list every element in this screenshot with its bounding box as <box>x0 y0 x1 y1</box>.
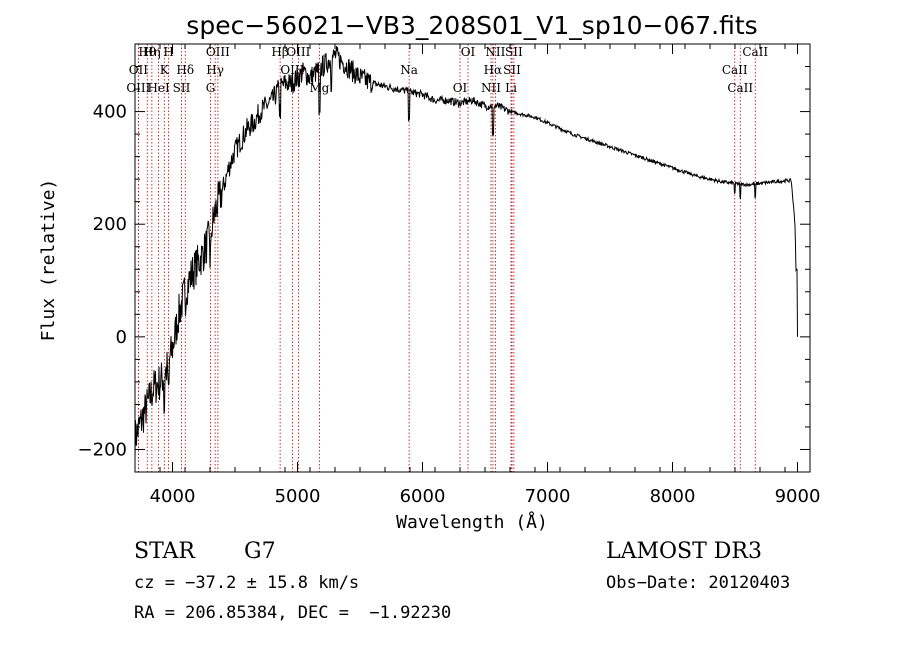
spectral-line-label: CaII <box>727 81 753 95</box>
flux-series-line <box>134 46 798 458</box>
spectral-line-label: SII <box>505 45 523 59</box>
object-class: STAR <box>134 539 195 564</box>
x-tick-label: 8000 <box>650 486 696 507</box>
survey-name: LAMOST DR3 <box>606 539 762 564</box>
y-axis-label: Flux (relative) <box>38 179 59 342</box>
spectral-line-label: CaII <box>722 63 748 77</box>
y-tick-label: 200 <box>93 214 127 235</box>
spectral-line-label: Mg <box>309 81 329 95</box>
x-tick-label: 9000 <box>775 486 821 507</box>
spectral-line-label: Hθ <box>138 45 156 59</box>
x-tick-label: 6000 <box>400 486 446 507</box>
spectral-line-label: Hδ <box>176 63 194 77</box>
spectral-line-label: Hη <box>143 45 161 59</box>
spectral-line-label: OIII <box>126 81 150 95</box>
spectral-line-label: HeI <box>147 81 170 95</box>
plot-frame <box>134 43 811 473</box>
spectral-line-label: OIII <box>286 45 310 59</box>
spectral-line-labels: Hθ OII OIII Hη K HeI HHδ SII OIII Hγ G OIII OIII Mg Hβ… <box>126 45 768 95</box>
spectral-line-label: CaII <box>742 45 768 59</box>
spectral-line-label: Hβ <box>271 45 288 59</box>
spectral-line-markers <box>137 44 756 472</box>
spectral-line-label: Hα <box>484 63 503 77</box>
x-tick-label: 7000 <box>525 486 571 507</box>
observation-date: Obs−Date: 20120403 <box>606 573 791 593</box>
spectral-line-label: SII <box>503 63 521 77</box>
spectral-line-label: K <box>160 63 170 77</box>
y-axis-ticks: −200 0 200 400 <box>78 43 810 473</box>
spectral-line-label: OI <box>453 81 468 95</box>
x-tick-label: 5000 <box>275 486 321 507</box>
spectral-line-label: SII <box>173 81 191 95</box>
y-tick-label: 0 <box>116 327 127 348</box>
chart-title: spec−56021−VB3_208S01_V1_sp10−067.fits <box>186 11 757 40</box>
spectral-line-label: OIII <box>280 63 304 77</box>
y-tick-label: 400 <box>93 102 127 123</box>
spectral-line-label: Na <box>400 63 418 77</box>
spectral-line-label: Hγ <box>206 63 224 77</box>
y-tick-label: −200 <box>78 439 127 460</box>
spectral-line-label: OIII <box>206 45 230 59</box>
x-axis-label: Wavelength (Å) <box>396 511 548 533</box>
spectral-line-label: OI <box>461 45 476 59</box>
spectral-line-label: NII <box>481 81 501 95</box>
object-subclass: G7 <box>244 539 276 564</box>
spectral-line-label: H <box>163 45 173 59</box>
x-tick-label: 4000 <box>150 486 196 507</box>
spectral-line-label: G <box>206 81 216 95</box>
spectral-line-label: Li <box>505 81 517 95</box>
redshift-cz: cz = −37.2 ± 15.8 km/s <box>134 573 360 593</box>
spectral-line-label: OII <box>129 63 149 77</box>
ra-dec-coordinates: RA = 206.85384, DEC = −1.92230 <box>134 603 452 623</box>
spectral-line-label: NII <box>485 45 505 59</box>
x-axis-ticks: 4000 5000 6000 7000 8000 9000 <box>134 44 821 507</box>
